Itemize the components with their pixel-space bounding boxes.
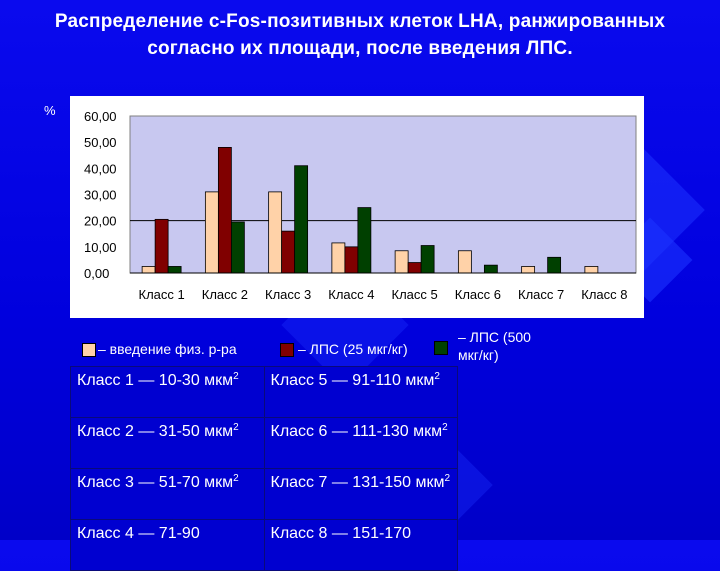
table-cell: Класс 8 — 151-170 [263, 519, 458, 571]
chart-area: 0,00 10,00 20,00 30,00 40,00 50,00 60,00 Класс … [70, 96, 644, 318]
x-tick-label: Класс 7 [518, 287, 564, 302]
y-tick-label: 50,00 [84, 135, 117, 150]
y-tick-label: 0,00 [84, 266, 109, 281]
y-unit-label: % [44, 103, 56, 118]
legend-label-lps-500-line1: – ЛПС (500 [458, 329, 531, 345]
bar [154, 218, 169, 274]
y-tick-label: 10,00 [84, 240, 117, 255]
cell-text: Класс 3 — 51-70 мкм [77, 474, 234, 491]
x-tick-label: Класс 4 [328, 287, 374, 302]
slide-title: Распределение с-Fos-позитивных клеток LH… [54, 11, 666, 59]
bar [407, 262, 422, 274]
table-row: Класс 2 — 31-50 мкм2 Класс 6 — 111-130 м… [70, 417, 458, 469]
bar [294, 165, 309, 274]
legend-label-lps-25: – ЛПС (25 мкг/кг) [298, 341, 408, 357]
y-tick-label: 20,00 [84, 214, 117, 229]
bar [547, 256, 562, 274]
cell-superscript: 2 [444, 473, 451, 484]
bar [521, 266, 536, 274]
legend-label-saline: – введение физ. р-ра [98, 341, 237, 357]
class-size-table: Класс 1 — 10-30 мкм2 Класс 5 — 91-110 мк… [70, 366, 458, 571]
bar [483, 264, 498, 274]
table-cell: Класс 5 — 91-110 мкм2 [263, 366, 458, 418]
table-cell: Класс 1 — 10-30 мкм2 [70, 366, 265, 418]
cell-text: Класс 4 — 71-90 [77, 525, 200, 542]
x-tick-label: Класс 6 [455, 287, 501, 302]
bar [331, 242, 346, 274]
legend-swatch-lps-25 [280, 343, 294, 357]
x-tick-label: Класс 1 [139, 287, 185, 302]
bar [217, 147, 232, 274]
cell-superscript: 2 [233, 371, 239, 382]
bar [230, 221, 245, 274]
table-row: Класс 4 — 71-90 Класс 8 — 151-170 [70, 519, 458, 571]
y-tick-label: 60,00 [84, 109, 117, 124]
table-cell: Класс 7 — 131-150 мкм2 [263, 468, 458, 520]
legend-swatch-lps-500 [434, 341, 448, 355]
bar [268, 191, 283, 274]
cell-text: Класс 1 — 10-30 мкм [77, 372, 234, 389]
bar [457, 250, 472, 274]
cell-text: Класс 7 — 131-150 мкм [270, 474, 445, 491]
legend-label-lps-500-line2: мкг/кг) [458, 347, 499, 363]
bar [141, 266, 156, 274]
cell-text: Класс 5 — 91-110 мкм [270, 372, 435, 389]
cell-superscript: 2 [233, 422, 239, 433]
y-tick-label: 30,00 [84, 188, 117, 203]
bar [420, 245, 435, 274]
bar [281, 230, 296, 274]
x-tick-label: Класс 3 [265, 287, 311, 302]
bar [584, 266, 599, 274]
bar [167, 266, 182, 274]
table-row: Класс 3 — 51-70 мкм2 Класс 7 — 131-150 м… [70, 468, 458, 520]
cell-superscript: 2 [442, 422, 448, 433]
bar [344, 246, 359, 274]
table-cell: Класс 6 — 111-130 мкм2 [263, 417, 458, 469]
cell-superscript: 2 [233, 473, 239, 484]
table-cell: Класс 2 — 31-50 мкм2 [70, 417, 265, 469]
y-tick-label: 40,00 [84, 161, 117, 176]
bar [357, 207, 372, 274]
cell-text: Класс 8 — 151-170 [270, 525, 412, 542]
bar [394, 250, 409, 274]
x-tick-label: Класс 2 [202, 287, 248, 302]
cell-text: Класс 6 — 111-130 мкм [270, 423, 443, 440]
bar [204, 191, 219, 274]
x-tick-label: Класс 5 [392, 287, 438, 302]
legend-swatch-saline [82, 343, 96, 357]
cell-text: Класс 2 — 31-50 мкм [77, 423, 234, 440]
x-tick-label: Класс 8 [581, 287, 627, 302]
table-cell: Класс 3 — 51-70 мкм2 [70, 468, 265, 520]
table-row: Класс 1 — 10-30 мкм2 Класс 5 — 91-110 мк… [70, 366, 458, 418]
table-cell: Класс 4 — 71-90 [70, 519, 265, 571]
bar-chart: 0,00 10,00 20,00 30,00 40,00 50,00 60,00 Класс … [84, 109, 637, 302]
cell-superscript: 2 [434, 371, 440, 382]
